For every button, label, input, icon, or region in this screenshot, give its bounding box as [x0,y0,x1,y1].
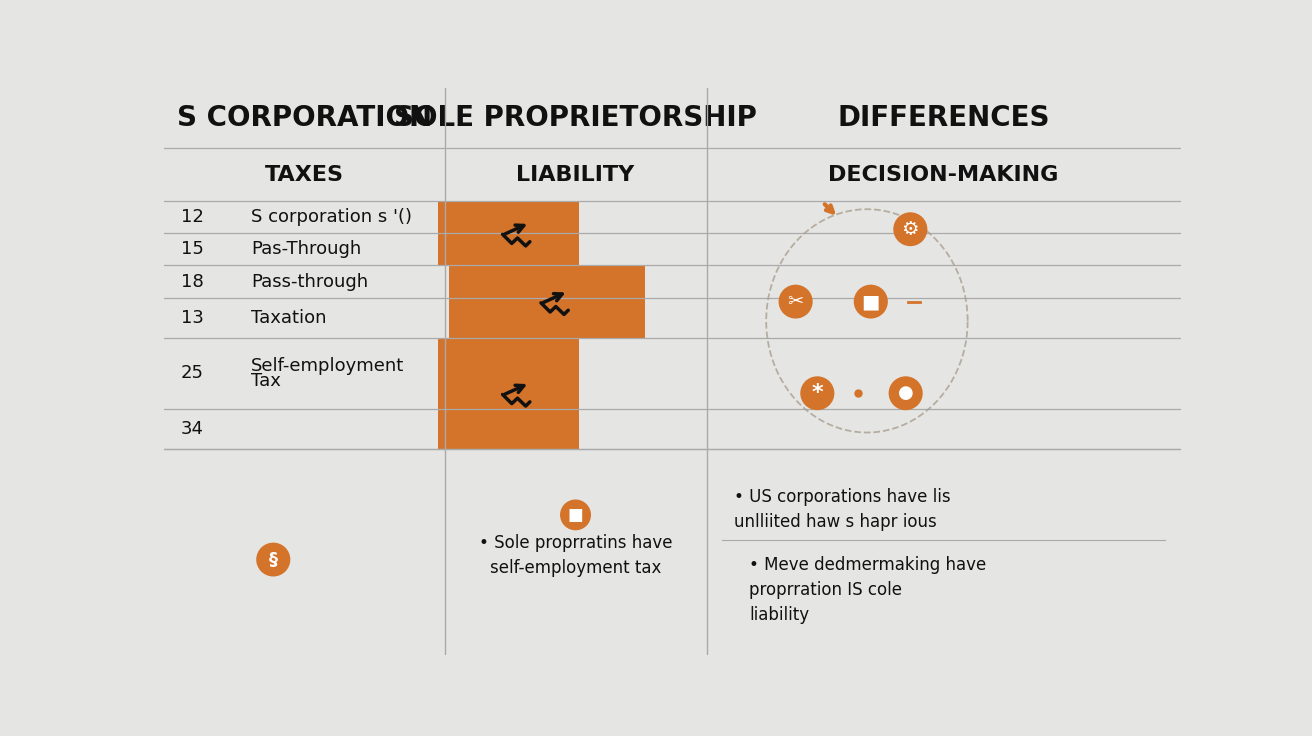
Text: 34: 34 [181,420,205,438]
Text: TAXES: TAXES [265,165,344,185]
Text: ✂: ✂ [787,292,804,311]
Text: Tax: Tax [251,372,281,390]
Text: • Sole proprratins have
self-employment tax: • Sole proprratins have self-employment … [479,534,672,577]
Text: Pas-Through: Pas-Through [251,240,361,258]
Circle shape [888,376,922,410]
Circle shape [560,500,590,531]
Text: • US corporations have lis
unlliited haw s hapr ious: • US corporations have lis unlliited haw… [733,488,950,531]
Text: LIABILITY: LIABILITY [517,165,635,185]
Text: ●: ● [897,384,913,403]
Text: 18: 18 [181,272,203,291]
Text: §: § [269,551,278,568]
Text: DECISION-MAKING: DECISION-MAKING [828,165,1059,185]
Text: Taxation: Taxation [251,309,327,327]
Circle shape [893,212,928,246]
Text: 12: 12 [181,208,203,226]
Circle shape [256,542,290,576]
Circle shape [800,376,834,410]
Text: 25: 25 [181,364,205,382]
Text: *: * [812,383,823,403]
Text: • Meve dedmermaking have
proprration IS cole
liability: • Meve dedmermaking have proprration IS … [749,556,987,624]
Text: ■: ■ [568,506,584,524]
Text: 13: 13 [181,309,203,327]
Text: ■: ■ [862,292,880,311]
Text: SOLE PROPRIETORSHIP: SOLE PROPRIETORSHIP [394,105,757,132]
Circle shape [778,285,812,319]
Text: Self-employment: Self-employment [251,356,404,375]
Text: ⚙: ⚙ [901,220,920,238]
Text: 15: 15 [181,240,203,258]
Bar [438,201,579,266]
Text: DIFFERENCES: DIFFERENCES [837,105,1050,132]
Bar [438,338,579,449]
Text: S CORPORATION: S CORPORATION [177,105,432,132]
Text: S corporation s '(): S corporation s '() [251,208,412,226]
Circle shape [854,285,888,319]
Bar [449,266,644,338]
Text: Pass-through: Pass-through [251,272,367,291]
